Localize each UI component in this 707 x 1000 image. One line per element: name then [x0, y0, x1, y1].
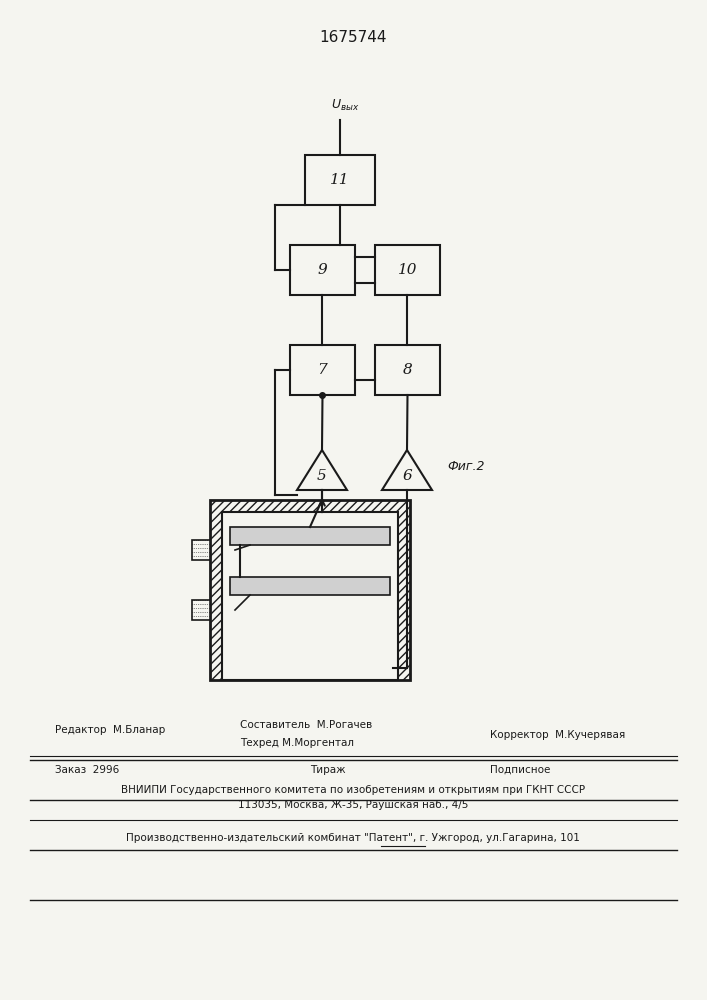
Text: Производственно-издательский комбинат "Патент", г. Ужгород, ул.Гагарина, 101: Производственно-издательский комбинат "П…	[126, 833, 580, 843]
Bar	[222, 512, 398, 680]
Bar	[192, 540, 210, 560]
Text: Фиг.2: Фиг.2	[447, 460, 484, 473]
Text: 1675744: 1675744	[320, 30, 387, 45]
Text: Подписное: Подписное	[490, 765, 550, 775]
Text: 113035, Москва, Ж-35, Раушская наб., 4/5: 113035, Москва, Ж-35, Раушская наб., 4/5	[238, 800, 468, 810]
Text: Заказ  2996: Заказ 2996	[55, 765, 119, 775]
Text: Тираж: Тираж	[310, 765, 346, 775]
Text: ВНИИПИ Государственного комитета по изобретениям и открытиям при ГКНТ СССР: ВНИИПИ Государственного комитета по изоб…	[121, 785, 585, 795]
Bar	[375, 345, 440, 395]
Text: 6: 6	[402, 469, 412, 483]
Bar	[192, 600, 210, 620]
Bar	[375, 245, 440, 295]
Text: Редактор  М.Бланар: Редактор М.Бланар	[55, 725, 165, 735]
Text: 10: 10	[398, 263, 417, 277]
Text: 9: 9	[317, 263, 327, 277]
Bar	[230, 527, 390, 545]
Text: $U_{вых}$: $U_{вых}$	[331, 97, 359, 113]
Text: 7: 7	[317, 363, 327, 377]
Bar	[305, 155, 375, 205]
Bar	[290, 345, 355, 395]
Text: Корректор  М.Кучерявая: Корректор М.Кучерявая	[490, 730, 625, 740]
Bar	[210, 500, 410, 680]
Text: 8: 8	[402, 363, 412, 377]
Text: 5: 5	[317, 469, 327, 483]
Bar	[230, 577, 390, 595]
Bar	[290, 245, 355, 295]
Text: 11: 11	[330, 173, 350, 187]
Text: Составитель  М.Рогачев: Составитель М.Рогачев	[240, 720, 373, 730]
Text: Техред М.Моргентал: Техред М.Моргентал	[240, 738, 354, 748]
